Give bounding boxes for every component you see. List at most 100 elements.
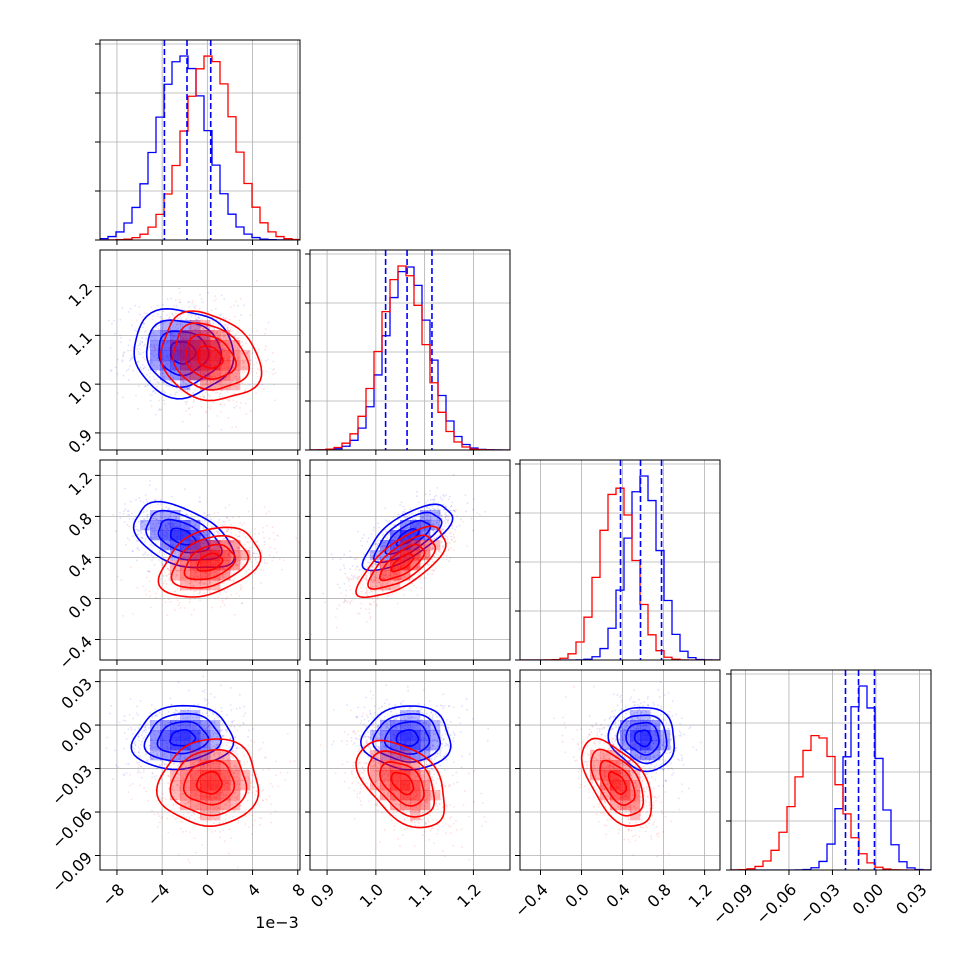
sample-point [152,523,155,526]
sample-point [428,548,430,551]
sample-point [258,348,261,351]
sample-point [443,495,446,498]
sample-point [384,541,386,544]
sample-point [246,353,249,355]
sample-point [204,411,207,414]
sample-point [274,372,277,374]
sample-point [144,551,147,554]
sample-point [237,358,239,360]
sample-point [163,360,165,362]
sample-point [228,399,231,402]
sample-point [233,725,236,728]
sample-point [429,534,432,537]
sample-point [247,549,250,552]
density-cell [190,580,201,591]
sample-point [206,534,208,537]
sample-point [163,553,166,555]
sample-point [367,572,370,575]
sample-point [423,543,426,546]
sample-point [425,507,428,509]
sample-point [207,540,210,543]
sample-point [179,553,181,555]
sample-point [194,523,197,526]
density-cell [190,540,201,551]
sample-point [442,494,445,497]
sample-point [220,547,223,550]
sample-point [174,578,177,581]
sample-point [145,593,148,596]
sample-point [420,551,423,554]
sample-point [145,514,148,517]
sample-point [392,524,395,527]
sample-point [203,758,206,761]
sample-point [386,548,389,551]
sample-point [170,342,173,345]
sample-point [231,362,234,365]
sample-point [342,564,345,567]
sample-point [408,542,410,544]
sample-point [462,520,465,523]
sample-point [237,351,239,353]
density-cell [190,370,201,381]
sample-point [375,581,378,584]
sample-point [125,772,128,775]
sample-point [220,710,223,713]
sample-point [202,522,205,525]
sample-point [207,548,210,551]
sample-point [188,582,191,584]
sample-point [431,523,433,526]
sample-point [368,591,371,594]
sample-point [237,357,239,360]
sample-point [159,498,162,501]
sample-point [207,521,210,524]
sample-point [446,519,449,521]
sample-point [386,537,389,540]
sample-point [207,702,210,704]
sample-point [159,759,162,762]
sample-point [251,370,253,373]
sample-point [204,533,207,536]
sample-point [416,547,419,550]
sample-point [147,727,150,729]
sample-point [236,356,239,359]
sample-point [198,543,201,546]
sample-point [368,602,371,605]
density-cell [210,350,221,361]
sample-point [226,596,229,598]
sample-point [199,325,202,328]
density-cell [180,550,191,561]
sample-point [472,529,475,532]
sample-point [392,516,395,519]
sample-point [180,378,183,381]
sample-point [163,376,166,379]
sample-point [214,295,217,298]
density-cell [180,360,191,371]
sample-point [143,385,146,388]
sample-point [236,386,239,388]
sample-point [220,313,222,316]
sample-point [135,319,138,322]
density-cell [170,320,181,331]
sample-point [361,583,364,586]
sample-point [258,532,260,535]
sample-point [429,509,432,511]
sample-point [258,545,261,548]
sample-point [274,399,276,402]
sample-point [453,541,456,543]
sample-point [410,542,413,545]
sample-point [238,319,241,322]
sample-point [366,540,369,543]
sample-point [233,385,236,387]
sample-point [161,372,164,375]
sample-point [438,519,441,522]
sample-point [207,330,210,333]
density-cell [380,550,391,561]
sample-point [137,766,140,769]
sample-point [200,588,203,591]
sample-point [231,549,234,552]
sample-point [155,370,157,373]
sample-point [162,322,165,325]
sample-point [206,406,209,409]
sample-point [145,517,148,520]
sample-point [446,536,449,538]
